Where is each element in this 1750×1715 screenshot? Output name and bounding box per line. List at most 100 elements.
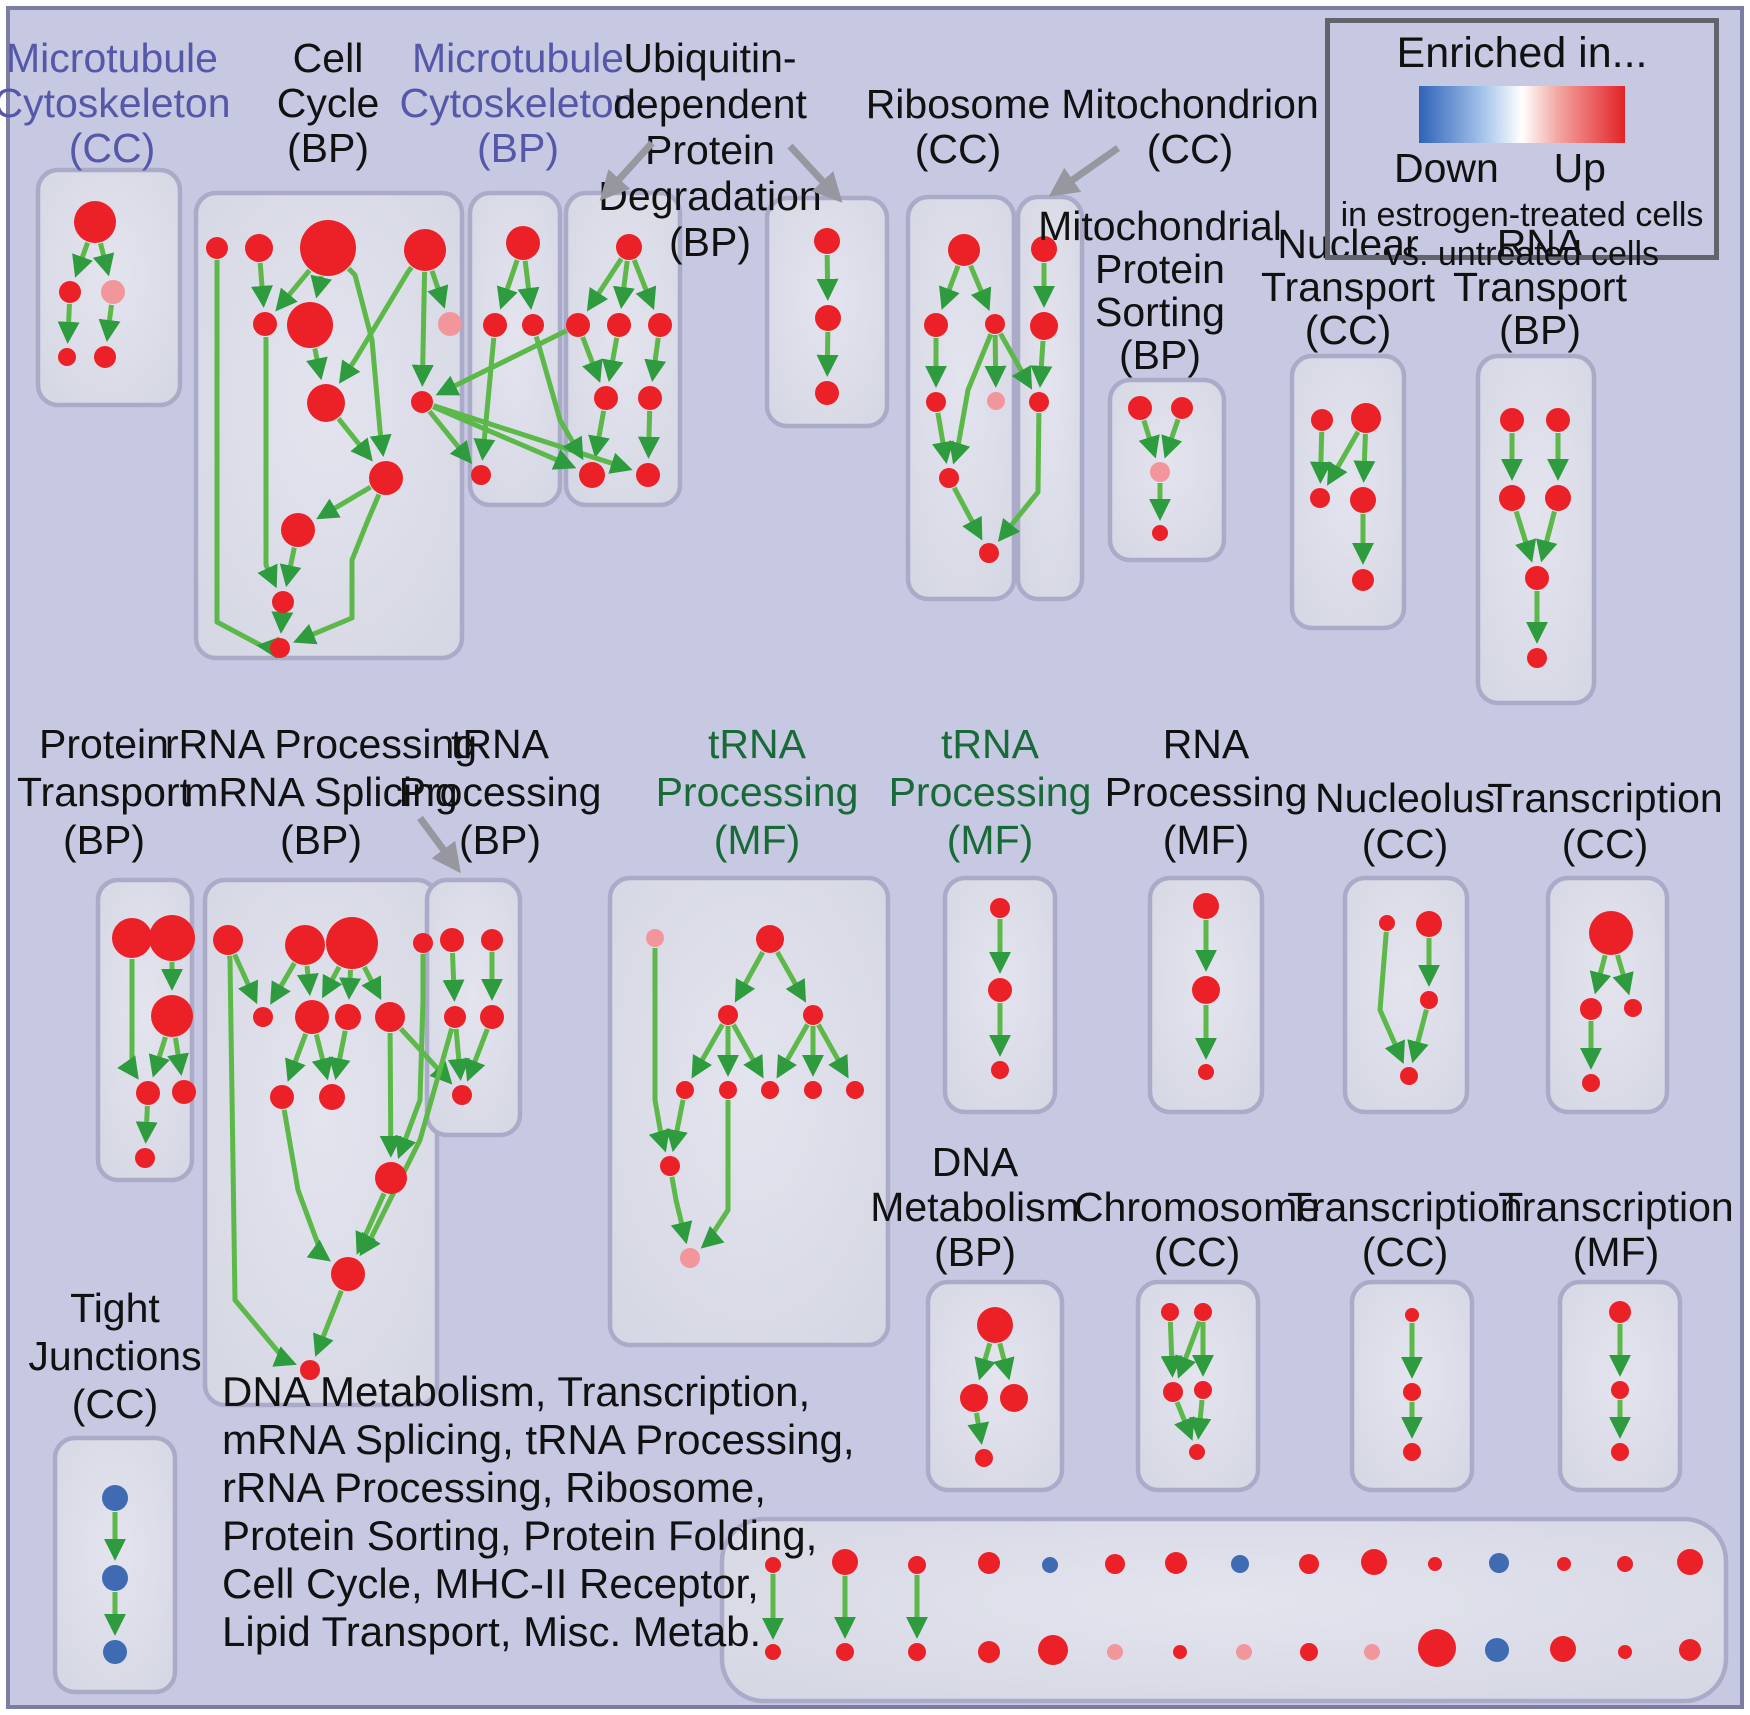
cluster-label-ribosome: (CC) xyxy=(915,126,1002,172)
go-term-node-red xyxy=(977,1307,1013,1343)
go-term-node-pink xyxy=(987,392,1005,410)
edge-arrow xyxy=(296,965,319,996)
cluster-label-mitochondrion: (CC) xyxy=(1147,126,1234,172)
misc-note-line: Lipid Transport, Misc. Metab. xyxy=(222,1608,762,1655)
go-term-node-red xyxy=(1527,648,1547,668)
cluster-label-ubiquitin-degradation-1: Protein xyxy=(645,127,775,173)
cluster-label-rna-processing-mf: (MF) xyxy=(1163,817,1250,863)
go-term-node-red xyxy=(1194,1381,1212,1399)
cluster-label-microtubule-cc: (CC) xyxy=(69,125,156,171)
edge-arrow xyxy=(648,948,670,1153)
go-term-node-red xyxy=(335,1004,361,1030)
go-term-node-pink xyxy=(646,929,664,947)
go-term-node-red xyxy=(660,1156,680,1176)
cluster-box-cell-cycle xyxy=(193,190,465,661)
edge-arrow xyxy=(734,950,765,1003)
edge-arrow xyxy=(270,961,297,1005)
go-term-node-red xyxy=(815,381,839,405)
go-term-node-red xyxy=(281,513,315,547)
edge-arrow xyxy=(1174,1401,1195,1441)
edge-arrow xyxy=(586,257,624,312)
go-term-node-red xyxy=(307,384,345,422)
cluster-label-transcription-mf: Transcription xyxy=(1498,1184,1733,1230)
edge-arrow xyxy=(967,1412,990,1446)
go-term-node-red xyxy=(1311,409,1333,431)
go-term-node-red xyxy=(1500,408,1524,432)
go-term-node-red xyxy=(960,1384,988,1412)
edge-arrow xyxy=(442,952,465,1002)
cluster-label-trna-processing-mf-2: tRNA xyxy=(941,721,1040,767)
edge-arrow xyxy=(816,331,839,377)
go-term-node-red xyxy=(331,1257,365,1291)
go-term-node-red xyxy=(1420,991,1438,1009)
edge-arrow xyxy=(601,337,624,383)
go-term-node-red xyxy=(1609,1301,1631,1323)
go-term-node-red xyxy=(58,348,76,366)
go-term-node-red xyxy=(300,220,356,276)
go-term-node-pink xyxy=(1150,462,1170,482)
go-term-node-red xyxy=(1193,893,1219,919)
go-term-node-red xyxy=(270,638,290,658)
cluster-label-microtubule-cc: Cytoskeleton xyxy=(0,80,231,126)
go-term-node-red xyxy=(1589,911,1633,955)
go-term-node-red xyxy=(804,1081,822,1099)
edge-arrow xyxy=(214,260,280,659)
go-term-node-pink xyxy=(1236,1644,1252,1660)
go-term-node-red xyxy=(1351,403,1381,433)
label-pointer-arrow xyxy=(787,143,843,203)
label-pointer-arrow xyxy=(1048,145,1121,197)
go-term-node-red xyxy=(719,1081,737,1099)
go-term-node-red xyxy=(1038,1635,1068,1665)
go-term-node-red xyxy=(1189,1444,1205,1460)
go-term-node-red xyxy=(319,1084,345,1110)
label-pointer-arrow xyxy=(599,140,655,201)
go-term-node-red xyxy=(814,228,840,254)
edge-arrow xyxy=(135,1105,158,1144)
go-term-node-red xyxy=(1679,1639,1701,1661)
edge-arrow xyxy=(281,1109,331,1262)
go-term-node-red xyxy=(975,1449,993,1467)
go-term-node-red xyxy=(985,314,1005,334)
go-term-node-red xyxy=(1428,1557,1442,1571)
edge-arrow xyxy=(1513,510,1537,563)
go-term-node-red xyxy=(1617,1556,1633,1572)
go-term-node-blue xyxy=(102,1565,128,1591)
go-term-node-red xyxy=(1557,1557,1571,1571)
legend-subtitle-2: vs. untreated cells xyxy=(1384,235,1660,273)
cluster-label-nuclear-transport: Transport xyxy=(1261,264,1436,310)
edge-arrow xyxy=(666,1099,688,1153)
go-term-node-blue xyxy=(102,1485,128,1511)
misc-note-line: Protein Sorting, Protein Folding, xyxy=(222,1512,818,1559)
go-term-node-red xyxy=(832,1549,858,1575)
edge-arrow xyxy=(148,1036,170,1078)
legend-color-scale xyxy=(1419,86,1625,143)
go-term-node-red xyxy=(1198,1064,1214,1080)
cluster-label-rrna-processing-mrna-splicing: mRNA Splicing xyxy=(184,769,457,815)
cluster-label-microtubule-bp: Cytoskeleton xyxy=(399,80,636,126)
edge-arrow xyxy=(232,953,259,1005)
edge-arrow xyxy=(997,412,1042,542)
cluster-box-nuclear-transport xyxy=(1289,353,1407,631)
edge-arrow xyxy=(92,242,115,277)
cluster-label-trna-processing-mf-2: (MF) xyxy=(947,817,1034,863)
cluster-label-ubiquitin-degradation-1: Ubiquitin- xyxy=(623,35,796,81)
edge-arrow xyxy=(1407,1009,1429,1064)
cluster-label-protein-transport: (BP) xyxy=(63,817,145,863)
go-term-node-red xyxy=(926,392,946,412)
go-term-node-red xyxy=(270,1085,294,1109)
edge-arrow xyxy=(379,1032,402,1158)
cluster-label-mitochondrial-protein-sorting: Sorting xyxy=(1095,289,1225,335)
cluster-label-transcription-cc-1: Transcription xyxy=(1487,775,1722,821)
cluster-label-tight-junctions: (CC) xyxy=(72,1381,159,1427)
go-term-node-red xyxy=(1031,236,1057,262)
edge-arrow xyxy=(580,336,603,383)
cluster-label-nucleolus: (CC) xyxy=(1362,821,1449,867)
go-term-node-red xyxy=(112,918,152,958)
go-term-node-red xyxy=(676,1081,694,1099)
go-term-node-pink xyxy=(1364,1644,1380,1660)
go-term-node-red xyxy=(988,978,1012,1002)
edge-arrow xyxy=(993,1342,1015,1381)
go-term-node-red xyxy=(74,201,116,243)
go-term-node-red xyxy=(908,1643,926,1661)
go-term-node-red xyxy=(375,1002,405,1032)
